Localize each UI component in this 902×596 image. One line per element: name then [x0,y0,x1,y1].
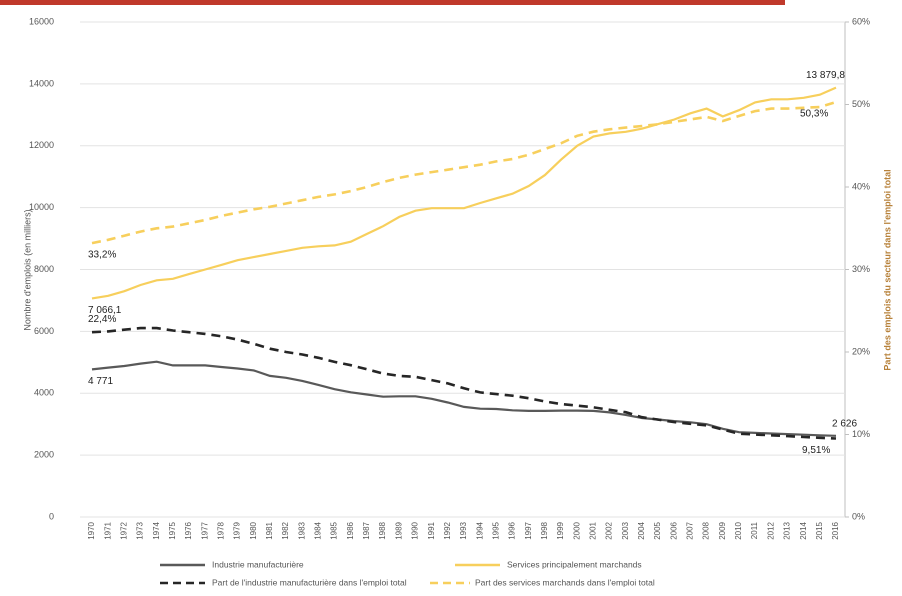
x-tick-label: 1971 [103,521,112,539]
data-label: 50,3% [800,109,828,120]
x-tick-label: 1982 [281,521,290,539]
x-tick-label: 1978 [217,521,226,539]
y-tick-label: 8000 [34,264,54,274]
x-tick-label: 1970 [87,521,96,539]
x-tick-label: 1998 [540,521,549,539]
x-tick-label: 2011 [750,521,759,539]
x-tick-label: 2016 [831,521,840,539]
x-tick-label: 2015 [815,521,824,539]
data-label: 9,51% [802,445,830,456]
series-line [91,100,837,245]
data-label: 22,4% [88,314,116,325]
x-tick-label: 1994 [475,521,484,539]
x-tick-label: 1973 [136,521,145,539]
data-label: 4 771 [88,376,113,387]
x-tick-label: 2012 [766,521,775,539]
x-tick-label: 1975 [168,521,177,539]
x-tick-label: 1976 [184,521,193,539]
y2-tick-label: 40% [852,181,870,191]
x-tick-label: 1988 [378,521,387,539]
y2-axis-title: Part des emplois du secteur dans l'emplo… [882,169,892,370]
x-tick-label: 2003 [621,521,630,539]
data-label: 33,2% [88,250,116,261]
data-label: 13 879,8 [806,70,845,81]
x-tick-label: 1992 [443,521,452,539]
x-tick-label: 1991 [427,521,436,539]
y-tick-label: 14000 [29,78,54,88]
x-tick-label: 1972 [119,521,128,539]
y-axis-title: Nombre d'emplois (en milliers) [22,209,32,330]
legend-label: Part de l'industrie manufacturière dans … [212,577,407,587]
series-line [91,86,837,300]
legend-label: Services principalement marchands [507,559,642,569]
x-tick-label: 2000 [572,521,581,539]
y2-tick-label: 0% [852,511,865,521]
x-tick-label: 1979 [233,521,242,539]
y-tick-label: 10000 [29,202,54,212]
x-tick-label: 1977 [200,521,209,539]
x-tick-label: 1995 [491,521,500,539]
y2-tick-label: 60% [852,16,870,26]
x-tick-label: 1987 [362,521,371,539]
x-tick-label: 1974 [152,521,161,539]
y-tick-label: 4000 [34,388,54,398]
series-line [91,360,837,437]
x-tick-label: 2010 [734,521,743,539]
x-tick-label: 2001 [589,521,598,539]
x-tick-label: 1996 [508,521,517,539]
y2-tick-label: 30% [852,264,870,274]
x-tick-label: 2006 [669,521,678,539]
y-tick-label: 2000 [34,450,54,460]
legend-label: Industrie manufacturière [212,559,304,569]
y-tick-label: 0 [49,511,54,521]
x-tick-label: 2004 [637,521,646,539]
y-tick-label: 6000 [34,326,54,336]
y2-tick-label: 20% [852,346,870,356]
x-tick-label: 1983 [297,521,306,539]
x-tick-label: 1999 [556,521,565,539]
x-tick-label: 1985 [330,521,339,539]
x-tick-label: 2013 [783,521,792,539]
y-tick-label: 16000 [29,16,54,26]
x-tick-label: 2002 [605,521,614,539]
x-tick-label: 1989 [394,521,403,539]
data-label: 2 626 [832,418,857,429]
x-tick-label: 2005 [653,521,662,539]
x-tick-label: 1981 [265,521,274,539]
y2-tick-label: 50% [852,99,870,109]
x-tick-label: 1980 [249,521,258,539]
data-label: 7 066,1 [88,305,122,316]
y2-tick-label: 10% [852,429,870,439]
x-tick-label: 1993 [459,521,468,539]
x-tick-label: 2008 [702,521,711,539]
x-tick-label: 2007 [686,521,695,539]
legend-label: Part des services marchands dans l'emplo… [475,577,655,587]
x-tick-label: 2014 [799,521,808,539]
x-tick-label: 1997 [524,521,533,539]
x-tick-label: 2009 [718,521,727,539]
x-tick-label: 1986 [346,521,355,539]
header-bar [0,0,785,5]
x-tick-label: 1990 [411,521,420,539]
series-line [91,326,837,440]
y-tick-label: 12000 [29,140,54,150]
x-tick-label: 1984 [314,521,323,539]
